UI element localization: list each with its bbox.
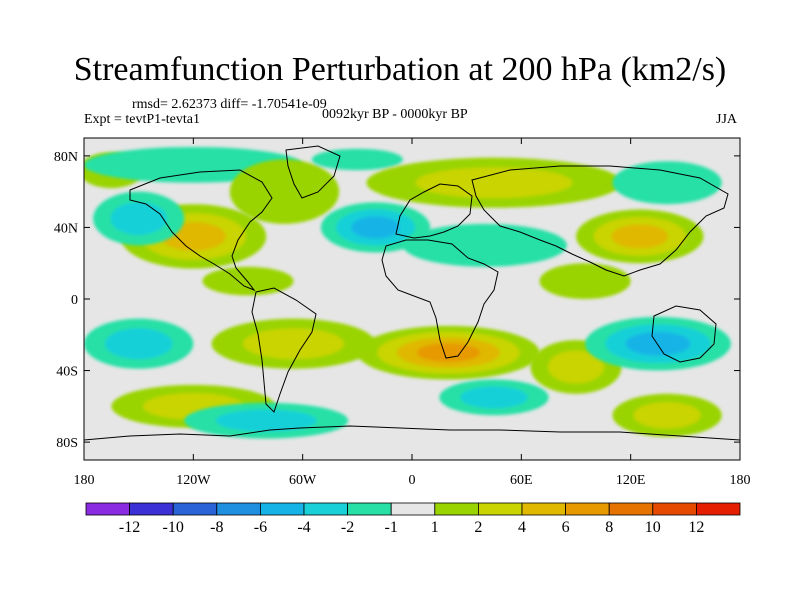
anomaly-region [93, 191, 185, 246]
colorbar-label: -2 [341, 519, 354, 536]
anomaly-region [576, 209, 704, 264]
coastline-north-america [129, 169, 273, 292]
anomaly-contour [416, 343, 481, 362]
anomaly-contour [215, 409, 317, 432]
experiment-label: Expt = tevtP1-tevta1 [84, 112, 200, 127]
rmsd-value: rmsd= 2.62373 [132, 97, 217, 112]
anomaly-contour [611, 224, 669, 249]
anomaly-contour [633, 402, 701, 429]
coastline-australia [651, 305, 717, 363]
coastline-europe [395, 183, 473, 239]
colorbar-label: 10 [645, 519, 661, 536]
lat-tick-label: 40S [56, 365, 78, 380]
coastline-south-america [251, 287, 317, 413]
axis-ticks: 80N 40N 0 40S 80S 180 120W 60W 0 60E 120E 180 [54, 138, 751, 488]
chart-title: Streamfunction Perturbation at 200 hPa (… [73, 51, 727, 88]
lat-tick-label: 0 [71, 293, 78, 308]
coastline-antarctica [84, 425, 740, 441]
anomaly-contour [539, 263, 631, 299]
coastline-asia [471, 165, 729, 277]
anomaly-contour [547, 350, 605, 384]
colorbar-label: -4 [297, 519, 310, 536]
lat-tick-label: 80N [54, 150, 78, 165]
colorbar-label: 4 [518, 519, 526, 536]
anomaly-region [612, 161, 722, 205]
anomaly-region [439, 379, 549, 416]
anomaly-region [229, 159, 340, 224]
lon-tick-label: 120W [176, 473, 211, 488]
lat-tick-label: 80S [56, 436, 78, 451]
anomaly-region [366, 157, 622, 208]
coastline-greenland [285, 145, 341, 199]
colorbar-swatch [696, 502, 741, 516]
colorbar-label: 1 [431, 519, 439, 536]
colorbar-swatch [172, 502, 218, 516]
colorbar-swatch [303, 502, 348, 516]
lon-tick-label: 180 [730, 473, 751, 488]
anomaly-region [320, 202, 431, 253]
colorbar-label: -12 [119, 519, 140, 536]
anomaly-field [84, 146, 731, 439]
colorbar-swatch [390, 502, 436, 516]
anomaly-region [84, 318, 194, 369]
colorbar-label: -6 [254, 519, 267, 536]
lat-tick-label: 40N [54, 221, 78, 236]
anomaly-region [311, 148, 403, 171]
colorbar-swatch [521, 502, 566, 516]
anomaly-contour [460, 386, 528, 409]
colorbar-label: 2 [474, 519, 482, 536]
anomaly-contour [402, 223, 567, 267]
colorbar-swatch [85, 502, 130, 516]
colorbar-swatch [652, 502, 697, 516]
anomaly-region [357, 325, 540, 380]
coastline-africa [381, 239, 499, 359]
colorbar-label: -10 [163, 519, 184, 536]
coastlines [84, 145, 740, 441]
lon-tick-label: 0 [409, 473, 416, 488]
anomaly-region [612, 393, 722, 437]
colorbar-swatch [434, 502, 479, 516]
anomaly-contour [311, 148, 403, 171]
anomaly-region [211, 318, 376, 369]
anomaly-contour [105, 328, 173, 360]
anomaly-contour [229, 159, 340, 224]
colorbar-swatch [259, 502, 305, 516]
lon-tick-label: 60W [289, 473, 317, 488]
colorbar-swatch [608, 502, 654, 516]
anomaly-contour [243, 328, 345, 360]
season-label: JJA [716, 112, 738, 127]
lon-tick-label: 180 [74, 473, 95, 488]
anomaly-contour [612, 161, 722, 205]
anomaly-region [585, 316, 731, 371]
colorbar-swatch [216, 502, 261, 516]
colorbar-label: 12 [688, 519, 704, 536]
colorbar-swatch [129, 502, 174, 516]
anomaly-contour [351, 216, 400, 239]
anomaly-contour [415, 167, 573, 199]
anomaly-region [539, 263, 631, 299]
colorbar-label: 6 [562, 519, 570, 536]
anomaly-contour [110, 201, 167, 236]
colorbar-label: -1 [385, 519, 398, 536]
rmsd-label: rmsd= 2.62373 diff= -1.70541e-09 [132, 97, 327, 113]
colorbar-label: 8 [605, 519, 613, 536]
colorbar-swatch [347, 502, 392, 516]
period-label: 0092kyr BP - 0000kyr BP [322, 107, 468, 122]
anomaly-contour [625, 331, 691, 356]
lon-tick-label: 60E [510, 473, 533, 488]
anomaly-region [184, 402, 349, 439]
diff-value: diff= -1.70541e-09 [220, 97, 327, 112]
colorbar: -12 -10 -8 -6 -4 -2 -1 1 2 4 6 8 10 12 [85, 502, 741, 536]
colorbar-swatch [477, 502, 523, 516]
anomaly-region [402, 223, 567, 267]
colorbar-swatch [565, 502, 610, 516]
lon-tick-label: 120E [616, 473, 646, 488]
colorbar-label: -8 [210, 519, 223, 536]
